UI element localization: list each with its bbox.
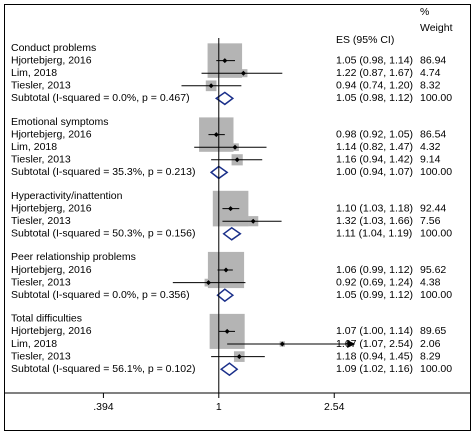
point-estimate: [234, 157, 240, 163]
subtotal-label: Subtotal (I-squared = 0.0%, p = 0.467): [11, 92, 190, 104]
es-label: 1.22 (0.87, 1.67): [336, 67, 413, 79]
point-estimate: [250, 218, 256, 224]
es-label: 1.18 (0.94, 1.45): [336, 350, 413, 362]
es-label: 1.05 (0.99, 1.12): [336, 289, 413, 301]
study-label: Hjortebjerg, 2016: [11, 325, 92, 337]
point-estimate: [232, 144, 238, 150]
es-label: 0.98 (0.92, 1.05): [336, 128, 413, 140]
group-label: Emotional symptoms: [11, 116, 108, 128]
es-label: 1.07 (1.00, 1.14): [336, 325, 413, 337]
point-estimate: [236, 354, 242, 360]
subtotal-diamond: [209, 165, 229, 180]
weight-label: 92.44: [420, 202, 446, 214]
es-label: 1.05 (0.98, 1.14): [336, 54, 413, 66]
weight-label: 95.62: [420, 264, 446, 276]
header-es: ES (95% CI): [336, 34, 394, 46]
es-label: 1.09 (1.02, 1.16): [336, 363, 413, 375]
es-label: 1.10 (1.03, 1.18): [336, 202, 413, 214]
point-estimate: [205, 280, 211, 286]
subtotal-label: Subtotal (I-squared = 0.0%, p = 0.356): [11, 289, 190, 301]
es-label: 1.14 (0.82, 1.47): [336, 141, 413, 153]
weight-label: 100.00: [420, 228, 452, 240]
weight-label: 100.00: [420, 289, 452, 301]
group-label: Peer relationship problems: [11, 251, 136, 263]
group-label: Hyperactivity/inattention: [11, 190, 123, 202]
subtotal-diamond: [222, 226, 242, 241]
point-estimate: [223, 267, 229, 273]
study-label: Hjortebjerg, 2016: [11, 264, 92, 276]
point-estimate: [279, 341, 285, 347]
weight-label: 89.65: [420, 325, 446, 337]
es-label: 0.92 (0.69, 1.24): [336, 276, 413, 288]
weight-label: 4.74: [420, 67, 441, 79]
point-estimate: [240, 70, 246, 76]
weight-label: 7.56: [420, 215, 441, 227]
study-label: Lim, 2018: [11, 338, 57, 350]
subtotal-label: Subtotal (I-squared = 56.1%, p = 0.102): [11, 363, 195, 375]
x-tick-label: 1: [216, 401, 222, 413]
x-tick-label: 2.54: [324, 401, 345, 413]
subtotal-label: Subtotal (I-squared = 50.3%, p = 0.156): [11, 228, 195, 240]
weight-label: 86.94: [420, 54, 446, 66]
weight-label: 4.32: [420, 141, 441, 153]
study-label: Lim, 2018: [11, 67, 57, 79]
weight-label: 86.54: [420, 128, 446, 140]
header-weight: Weight: [420, 22, 453, 34]
es-label: 1.32 (1.03, 1.66): [336, 215, 413, 227]
study-label: Tiesler, 2013: [11, 215, 71, 227]
x-tick-label: .394: [93, 401, 114, 413]
es-label: 1.11 (1.04, 1.19): [336, 228, 412, 240]
es-label: 0.94 (0.74, 1.20): [336, 80, 413, 92]
study-label: Hjortebjerg, 2016: [11, 202, 92, 214]
point-estimate: [222, 58, 228, 64]
study-label: Tiesler, 2013: [11, 350, 71, 362]
subtotal-diamond: [219, 362, 239, 377]
weight-label: 8.32: [420, 80, 441, 92]
study-label: Tiesler, 2013: [11, 80, 71, 92]
point-estimate: [228, 206, 234, 212]
weight-label: 100.00: [420, 363, 452, 375]
subtotal-diamond: [216, 288, 235, 303]
es-label: 1.05 (0.98, 1.12): [336, 92, 413, 104]
weight-label: 9.14: [420, 154, 441, 166]
group-label: Total difficulties: [11, 313, 82, 325]
study-label: Lim, 2018: [11, 141, 57, 153]
weight-label: 8.29: [420, 350, 441, 362]
frame: [4, 4, 471, 431]
study-label: Tiesler, 2013: [11, 276, 71, 288]
study-label: Tiesler, 2013: [11, 154, 71, 166]
point-estimate: [213, 132, 219, 138]
subtotal-diamond: [214, 91, 235, 106]
study-label: Hjortebjerg, 2016: [11, 54, 92, 66]
header-weight-top: %: [420, 6, 429, 18]
weight-label: 4.38: [420, 276, 441, 288]
weight-label: 100.00: [420, 166, 452, 178]
subtotal-label: Subtotal (I-squared = 35.3%, p = 0.213): [11, 166, 195, 178]
study-label: Hjortebjerg, 2016: [11, 128, 92, 140]
weight-label: 100.00: [420, 92, 452, 104]
point-estimate: [224, 328, 230, 334]
es-label: 1.16 (0.94, 1.42): [336, 154, 413, 166]
weight-label: 2.06: [420, 338, 441, 350]
es-label: 1.06 (0.99, 1.12): [336, 264, 413, 276]
es-label: 1.00 (0.94, 1.07): [336, 166, 413, 178]
point-estimate: [208, 83, 214, 89]
group-label: Conduct problems: [11, 42, 96, 54]
es-label: 1.67 (1.07, 2.54): [336, 338, 413, 350]
